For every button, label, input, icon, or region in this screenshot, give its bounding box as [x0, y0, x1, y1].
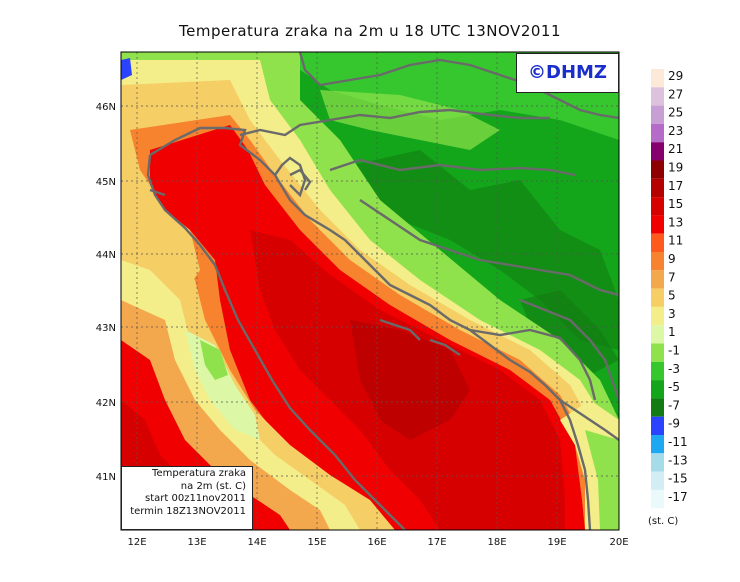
map-grid	[121, 52, 619, 530]
scale-label: 9	[668, 252, 676, 266]
scale-label: -5	[668, 380, 680, 394]
scale-swatch	[651, 142, 664, 161]
scale-label: 27	[668, 87, 683, 101]
x-tick-label: 13E	[187, 537, 206, 548]
scale-label: 3	[668, 307, 676, 321]
scale-swatch	[651, 105, 664, 124]
x-axis: 12E 13E 14E 15E 16E 17E 18E 19E 20E	[127, 537, 628, 548]
x-tick-label: 14E	[247, 537, 266, 548]
scale-swatch	[651, 471, 664, 490]
y-tick-label: 44N	[96, 250, 116, 261]
plot-frame	[120, 51, 620, 531]
info-box: Temperatura zraka na 2m (st. C) start 00…	[121, 466, 253, 530]
y-tick-label: 45N	[96, 177, 116, 188]
y-tick-label: 42N	[96, 398, 116, 409]
scale-swatch	[651, 325, 664, 344]
scale-label: 17	[668, 179, 683, 193]
info-line: na 2m (st. C)	[180, 480, 246, 492]
scale-swatch	[651, 178, 664, 198]
scale-label: 19	[668, 161, 683, 175]
scale-label: 21	[668, 142, 683, 156]
scale-swatch	[651, 160, 664, 179]
scale-swatch	[651, 197, 664, 216]
temperature-field	[121, 52, 619, 530]
scale-label: 7	[668, 270, 676, 284]
scale-swatch	[651, 252, 664, 271]
coastlines-and-borders	[146, 52, 619, 530]
info-line: start 00z11nov2011	[145, 493, 246, 504]
scale-label: 15	[668, 197, 683, 211]
scale-swatch	[651, 361, 664, 381]
x-tick-label: 12E	[127, 537, 146, 548]
scale-swatch	[651, 380, 664, 399]
scale-label: 13	[668, 215, 683, 229]
scale-label: 5	[668, 289, 676, 303]
scale-swatch	[651, 69, 664, 88]
scale-swatch	[651, 416, 664, 435]
y-tick-label: 46N	[96, 102, 116, 113]
dhmz-logo-box: ©DHMZ	[516, 53, 619, 93]
scale-label: -1	[668, 344, 680, 358]
x-tick-label: 17E	[427, 537, 446, 548]
x-tick-label: 16E	[367, 537, 386, 548]
map-title: Temperatura zraka na 2m u 18 UTC 13NOV20…	[178, 22, 561, 40]
scale-label: -7	[668, 398, 680, 412]
scale-label: 11	[668, 234, 683, 248]
y-tick-label: 41N	[96, 472, 116, 483]
info-line: Temperatura zraka	[152, 468, 246, 479]
scale-swatch	[651, 343, 664, 362]
info-line: termin 18Z13NOV2011	[130, 505, 246, 517]
scale-swatch	[651, 489, 664, 509]
x-tick-label: 19E	[547, 537, 566, 548]
scale-label: -17	[668, 490, 688, 504]
x-tick-label: 20E	[609, 537, 628, 548]
scale-label: -3	[668, 362, 680, 376]
unit-label: (st. C)	[648, 516, 679, 527]
scale-swatch	[651, 453, 664, 472]
scale-label: -11	[668, 435, 688, 449]
x-tick-label: 18E	[487, 537, 506, 548]
color-scale-legend: 29 27 25 23 21 19 17 15 13 11 9 7 5 3 1 -1 -3 -5 -7 -9 -11 -1…	[651, 69, 688, 509]
scale-label: -13	[668, 453, 688, 467]
y-tick-label: 43N	[96, 323, 116, 334]
scale-swatch	[651, 87, 664, 106]
scale-swatch	[651, 306, 664, 326]
scale-label: 23	[668, 124, 683, 138]
scale-label: 29	[668, 69, 683, 83]
scale-swatch	[651, 270, 664, 289]
x-tick-label: 15E	[307, 537, 326, 548]
scale-swatch	[651, 288, 664, 307]
scale-label: -15	[668, 472, 688, 486]
scale-swatch	[651, 215, 664, 234]
scale-label: 1	[668, 325, 676, 339]
scale-swatch	[651, 398, 664, 417]
y-axis: 46N 45N 44N 43N 42N 41N	[96, 102, 116, 483]
scale-swatch	[651, 123, 664, 143]
scale-swatch	[651, 233, 664, 252]
scale-swatch	[651, 435, 664, 454]
scale-label: 25	[668, 106, 683, 120]
scale-label: -9	[668, 417, 680, 431]
